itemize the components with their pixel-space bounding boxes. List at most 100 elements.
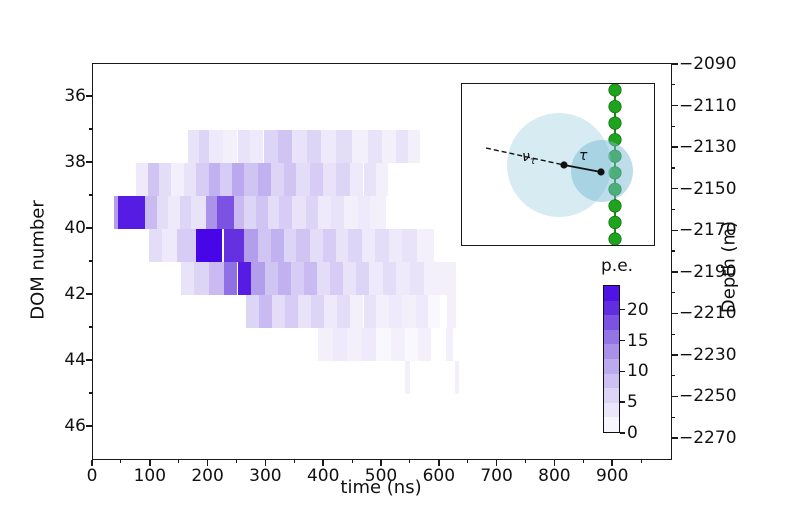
heatmap-pulse <box>331 196 345 229</box>
heatmap-pulse <box>195 163 209 196</box>
dom-dot <box>608 100 622 114</box>
colorbar <box>603 285 620 433</box>
depth-major-tick <box>671 437 678 439</box>
colorbar-tick-label: 5 <box>627 392 638 413</box>
depth-minor-tick <box>671 416 676 418</box>
depth-tick-label: −2210 <box>679 303 737 324</box>
heatmap-pulse <box>168 196 180 229</box>
colorbar-tick-label: 20 <box>627 299 649 320</box>
heatmap-pulse <box>244 163 258 196</box>
heatmap-pulse <box>237 130 251 163</box>
heatmap-pulse <box>184 163 196 196</box>
neutrino-dashed-track <box>485 147 565 166</box>
heatmap-pulse <box>402 295 416 328</box>
heatmap-pulse <box>361 328 377 361</box>
y-tick-label: 40 <box>64 218 86 238</box>
heatmap-pulse <box>357 196 371 229</box>
dom-dot <box>608 215 622 229</box>
heatmap-pulse <box>224 262 238 295</box>
heatmap-pulse <box>332 328 348 361</box>
heatmap-pulse <box>321 130 336 163</box>
heatmap-pulse <box>370 196 387 229</box>
heatmap-pulse <box>309 229 324 262</box>
heatmap-pulse <box>272 295 285 328</box>
heatmap-pulse <box>223 130 238 163</box>
dom-dot <box>608 83 622 97</box>
heatmap-pulse <box>284 295 299 328</box>
tau-label: τ <box>579 148 588 164</box>
heatmap-pulse <box>255 196 268 229</box>
depth-minor-tick <box>671 292 676 294</box>
heatmap-pulse <box>369 262 384 295</box>
colorbar-band <box>604 388 619 403</box>
heatmap-pulse <box>271 229 284 262</box>
x-tick-label: 700 <box>480 466 513 486</box>
heatmap-pulse <box>324 295 337 328</box>
heatmap-pulse <box>113 196 119 229</box>
heatmap-pulse <box>375 229 389 262</box>
heatmap-pulse <box>194 262 209 295</box>
heatmap-pulse <box>363 295 377 328</box>
heatmap-pulse <box>267 196 280 229</box>
heatmap-pulse <box>417 328 432 361</box>
heatmap-pulse <box>363 163 377 196</box>
depth-major-tick <box>671 312 678 315</box>
heatmap-pulse <box>382 130 397 163</box>
x-tick-label: 500 <box>364 466 398 486</box>
x-axis-label: time (ns) <box>340 477 422 498</box>
y-minor-tick <box>88 128 92 130</box>
colorbar-band <box>604 344 619 359</box>
x-minor-tick <box>409 459 411 464</box>
plot-area: ντ τ <box>92 63 672 460</box>
heatmap-pulse <box>220 163 232 196</box>
heatmap-pulse <box>208 163 221 196</box>
x-minor-tick <box>293 459 295 464</box>
heatmap-pulse <box>250 262 266 295</box>
heatmap-pulse <box>408 130 420 163</box>
heatmap-pulse <box>446 295 456 328</box>
heatmap-pulse <box>350 295 364 328</box>
heatmap-pulse <box>231 163 245 196</box>
heatmap-pulse <box>263 130 278 163</box>
heatmap-pulse <box>277 130 293 163</box>
x-minor-tick <box>178 459 180 464</box>
depth-minor-tick <box>671 333 676 335</box>
y-major-tick <box>86 95 92 97</box>
heatmap-pulse <box>323 229 336 262</box>
x-tick-label: 400 <box>306 466 340 486</box>
x-minor-tick <box>524 459 527 464</box>
x-tick-label: 600 <box>422 466 456 486</box>
heatmap-pulse <box>279 196 293 229</box>
x-minor-tick <box>235 459 238 464</box>
x-minor-tick <box>582 459 584 464</box>
heatmap-pulse <box>237 262 251 295</box>
heatmap-pulse <box>361 229 376 262</box>
y-major-tick <box>86 359 92 361</box>
y-minor-tick <box>88 194 92 196</box>
colorbar-tick <box>620 370 625 373</box>
heatmap-pulse <box>388 229 403 262</box>
heatmap-pulse <box>335 130 352 163</box>
colorbar-band <box>604 373 619 389</box>
depth-major-tick <box>671 104 678 107</box>
heatmap-pulse <box>187 130 199 163</box>
heatmap-pulse <box>283 229 297 262</box>
heatmap-pulse <box>318 196 332 229</box>
colorbar-band <box>604 417 619 432</box>
heatmap-pulse <box>428 295 440 328</box>
dom-dot <box>608 116 622 130</box>
depth-tick-label: −2130 <box>679 137 737 158</box>
heatmap-pulse <box>423 262 440 295</box>
heatmap-pulse <box>244 196 256 229</box>
x-major-tick <box>322 459 324 466</box>
x-minor-tick <box>640 459 642 464</box>
heatmap-pulse <box>208 130 224 163</box>
heatmap-pulse <box>271 163 284 196</box>
heatmap-hits-layer <box>93 64 671 459</box>
depth-minor-tick <box>671 250 676 252</box>
colorbar-tick <box>620 432 625 434</box>
colorbar-band <box>604 402 619 418</box>
y-major-tick <box>86 161 92 163</box>
heatmap-pulse <box>156 196 169 229</box>
